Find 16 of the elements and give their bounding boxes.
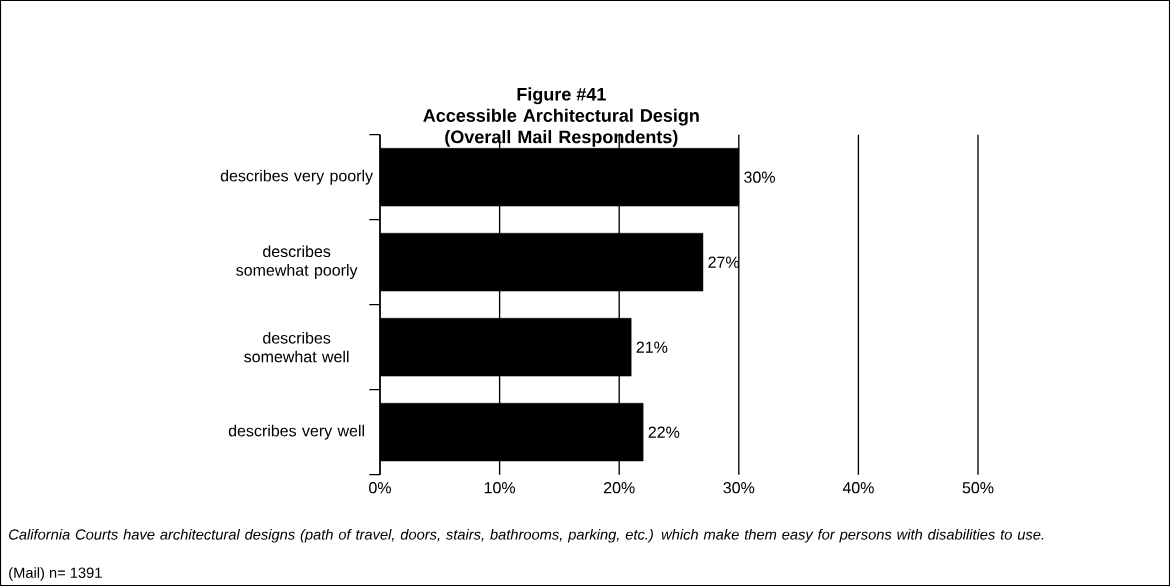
y-tick-label: describes somewhat poorly — [236, 245, 358, 279]
x-tick-label: 20% — [603, 482, 635, 494]
y-tick-label: describes very well — [228, 424, 364, 440]
x-tick-label: 40% — [842, 482, 874, 494]
x-tick-label: 0% — [369, 482, 391, 494]
x-tick-label: 30% — [723, 482, 755, 494]
data-label: 21% — [636, 341, 668, 353]
y-tick-label: describes somewhat well — [244, 331, 349, 363]
y-tick-label: describes very poorly — [220, 169, 374, 185]
text: (Mail) n= 1391 — [9, 567, 102, 581]
chart-title: Figure #41 — [517, 87, 606, 105]
x-tick-label: 10% — [484, 482, 516, 494]
data-label: 30% — [744, 171, 775, 183]
data-label: 22% — [648, 426, 680, 438]
x-tick-label: 50% — [962, 482, 994, 494]
text: California Courts have architectural designs (path of travel, doors, stairs, bathrooms, parking, etc.) which make them easy for persons with disabilities to use. — [9, 528, 1044, 543]
